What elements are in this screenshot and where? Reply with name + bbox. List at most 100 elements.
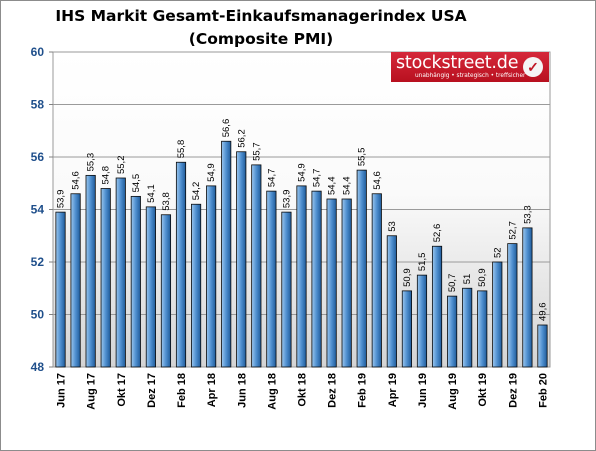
data-label: 54,6 [372, 171, 383, 190]
checkmark-icon: ✓ [523, 57, 543, 77]
data-label: 50,7 [447, 274, 458, 293]
bar [477, 290, 488, 368]
x-tick-label: Aug 17 [86, 373, 98, 410]
bar [311, 190, 322, 368]
logo-text: stockstreet.de [396, 53, 519, 73]
data-label: 54,8 [101, 166, 112, 185]
y-tick-label: 58 [31, 98, 45, 112]
data-label: 54,7 [312, 169, 323, 188]
data-label: 55,2 [116, 156, 127, 175]
bar [206, 185, 217, 368]
bar [281, 211, 292, 368]
bar [462, 287, 473, 368]
bar [507, 243, 518, 368]
bar [85, 174, 96, 368]
bar [371, 193, 382, 368]
data-label: 50,9 [402, 268, 413, 287]
x-tick-label: Apr 19 [387, 373, 399, 407]
x-tick-label: Apr 18 [206, 373, 218, 407]
data-label: 53,3 [522, 205, 533, 224]
data-label: 52 [492, 247, 503, 258]
x-tick-label: Jun 18 [236, 373, 248, 408]
data-label: 55,8 [176, 140, 187, 159]
data-label: 50,9 [477, 268, 488, 287]
data-label: 53,9 [281, 190, 292, 209]
data-label: 53 [387, 221, 398, 232]
data-label: 56,6 [221, 119, 232, 138]
bar [236, 151, 247, 368]
y-tick-label: 50 [31, 308, 45, 322]
chart-title-block: IHS Markit Gesamt-Einkaufsmanagerindex U… [41, 5, 481, 51]
bar [356, 169, 367, 368]
bar [326, 198, 337, 368]
bar [145, 206, 156, 368]
data-label: 54,5 [131, 174, 142, 193]
chart-title: IHS Markit Gesamt-Einkaufsmanagerindex U… [55, 7, 467, 25]
bar [492, 261, 503, 368]
data-label: 52,7 [507, 221, 518, 240]
bar [191, 203, 202, 368]
chart-subtitle: (Composite PMI) [188, 30, 334, 48]
bar [431, 245, 443, 368]
data-label: 54,9 [206, 163, 217, 182]
bar [130, 195, 141, 368]
y-axis: 48 50 52 54 56 58 60 [31, 45, 53, 374]
y-tick-label: 52 [31, 255, 45, 269]
y-tick-label: 54 [31, 203, 45, 217]
x-tick-label: Dez 17 [146, 373, 158, 408]
data-label: 54,9 [297, 163, 308, 182]
bar [537, 324, 548, 368]
x-tick-label: Aug 19 [447, 373, 459, 410]
data-label: 55,5 [357, 148, 368, 167]
bars [55, 140, 548, 368]
data-label: 49,6 [537, 303, 548, 322]
bar [386, 235, 397, 368]
x-tick-label: Feb 19 [357, 373, 369, 408]
x-tick-label: Dez 19 [507, 373, 519, 408]
x-tick-label: Aug 18 [266, 373, 278, 410]
data-label: 54,2 [191, 182, 202, 201]
bar [447, 295, 458, 368]
data-label: 54,7 [266, 169, 277, 188]
data-label: 51,5 [417, 253, 428, 272]
bar [401, 290, 412, 368]
bar [100, 188, 111, 368]
bar [160, 214, 172, 368]
x-tick-label: Okt 18 [297, 373, 309, 407]
x-tick-label: Jun 19 [417, 373, 429, 408]
x-tick-label: Okt 19 [477, 373, 489, 407]
x-tick-label: Feb 20 [537, 373, 549, 408]
bar [115, 177, 126, 368]
bar [296, 185, 307, 368]
data-label: 54,4 [342, 177, 353, 196]
bar [175, 161, 187, 368]
x-tick-label: Dez 18 [327, 373, 339, 408]
y-tick-label: 48 [31, 360, 45, 374]
bar [341, 198, 352, 368]
data-label: 54,4 [327, 177, 338, 196]
bar [70, 193, 81, 368]
data-label: 54,1 [146, 184, 157, 203]
x-tick-label: Jun 17 [56, 373, 68, 408]
bar [251, 164, 262, 368]
x-tick-label: Feb 18 [176, 373, 188, 408]
data-label: 56,2 [236, 129, 247, 148]
data-labels: 53,9 54,6 55,3 54,8 55,2 54,5 54,1 53,8 55,8 54,2… [56, 119, 549, 321]
bar [266, 190, 277, 368]
bar [416, 274, 428, 368]
stockstreet-logo: stockstreet.de unabhängig • strategisch … [391, 52, 549, 82]
data-label: 51 [462, 274, 473, 285]
data-label: 54,6 [71, 171, 82, 190]
data-label: 55,3 [86, 153, 97, 172]
x-axis: Jun 17 Aug 17 Okt 17 Dez 17 Feb 18 Apr 18 Jun … [56, 373, 550, 410]
bar [55, 211, 66, 368]
data-label: 53,8 [161, 192, 172, 211]
logo-tagline: unabhängig • strategisch • treffsicher [415, 73, 526, 79]
y-tick-label: 60 [31, 45, 45, 59]
y-tick-label: 56 [31, 150, 45, 164]
data-label: 53,9 [56, 190, 67, 209]
data-label: 52,6 [432, 224, 443, 243]
x-tick-label: Okt 17 [116, 373, 128, 407]
bar [221, 140, 232, 368]
